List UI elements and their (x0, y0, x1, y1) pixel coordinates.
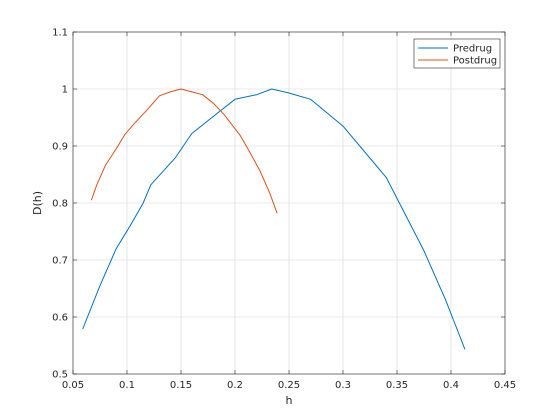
x-tick-labels: 0.05 0.1 0.15 0.2 0.25 0.3 0.35 0.4 0.45 (62, 380, 516, 391)
x-tick-label: 0.05 (62, 380, 84, 391)
y-tick-label: 0.5 (52, 370, 68, 381)
x-tick-label: 0.35 (386, 380, 408, 391)
y-tick-label: 0.9 (52, 142, 68, 153)
y-axis-label: D(h) (31, 191, 44, 215)
x-tick-label: 0.25 (278, 380, 300, 391)
x-tick-label: 0.4 (443, 380, 459, 391)
x-tick-label: 0.15 (170, 380, 192, 391)
x-tick-label: 0.3 (335, 380, 351, 391)
axis-ticks (72, 31, 506, 375)
series-layer (82, 88, 466, 350)
x-tick-label: 0.2 (227, 380, 243, 391)
y-tick-label: 1.1 (52, 28, 68, 39)
y-tick-label: 0.7 (52, 256, 68, 267)
x-tick-label: 0.45 (494, 380, 516, 391)
legend-label: Predrug (453, 44, 492, 55)
x-tick-label: 0.1 (119, 380, 135, 391)
y-tick-label: 0.8 (52, 199, 68, 210)
series-line-predrug (82, 88, 466, 350)
x-axis-label: h (286, 394, 293, 407)
series-line-postdrug (90, 88, 278, 214)
y-tick-label: 1 (62, 85, 68, 96)
legend-label: Postdrug (453, 56, 497, 67)
y-tick-labels: 0.5 0.6 0.7 0.8 0.9 1 1.1 (52, 28, 68, 381)
y-tick-label: 0.6 (52, 313, 68, 324)
legend-box (413, 38, 501, 69)
